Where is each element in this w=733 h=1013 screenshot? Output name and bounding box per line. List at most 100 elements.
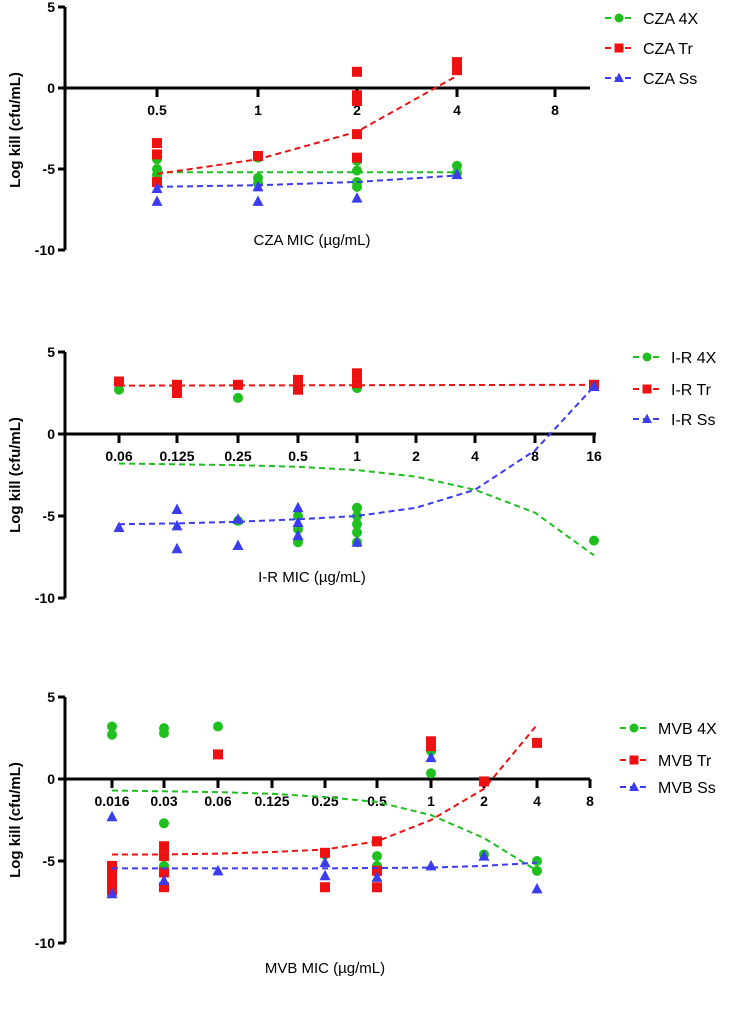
data-point xyxy=(352,368,362,379)
data-point xyxy=(158,874,170,886)
data-point xyxy=(532,856,542,866)
data-point xyxy=(172,388,182,398)
legend-marker xyxy=(642,384,652,394)
legend-marker xyxy=(642,352,652,362)
series-square xyxy=(107,724,542,896)
legend-label: I-R 4X xyxy=(671,350,717,367)
data-point xyxy=(252,195,264,206)
data-point xyxy=(352,502,362,513)
x-tick-label: 8 xyxy=(551,102,559,118)
x-tick-label: 4 xyxy=(471,448,479,464)
x-tick-label: 2 xyxy=(412,448,420,464)
legend-item: CZA Tr xyxy=(605,41,693,58)
data-point xyxy=(159,818,169,829)
legend-item: I-R 4X xyxy=(633,350,717,367)
data-point xyxy=(352,527,362,538)
data-point xyxy=(531,882,543,894)
data-point xyxy=(232,539,244,551)
data-point xyxy=(478,850,490,861)
data-point xyxy=(152,138,162,149)
data-point xyxy=(352,95,362,106)
x-tick-label: 0.06 xyxy=(204,793,231,809)
data-point xyxy=(319,856,331,868)
data-point xyxy=(107,878,117,889)
data-point xyxy=(352,66,362,77)
legend-label: CZA 4X xyxy=(643,11,698,28)
data-point xyxy=(320,847,330,858)
x-tick-label: 1 xyxy=(254,102,262,118)
data-point xyxy=(588,380,600,391)
data-point xyxy=(172,379,182,390)
data-point xyxy=(451,168,463,180)
data-point xyxy=(151,182,163,193)
data-point xyxy=(352,511,362,521)
data-point xyxy=(352,165,362,176)
data-point xyxy=(452,160,462,171)
x-axis-label: CZA MIC (µg/mL) xyxy=(254,232,371,249)
data-point xyxy=(107,729,117,740)
legend-marker xyxy=(614,72,624,83)
data-point xyxy=(372,836,382,847)
data-point xyxy=(532,737,542,748)
x-tick-label: 0.03 xyxy=(150,793,177,809)
legend-label: CZA Ss xyxy=(643,71,697,88)
data-point xyxy=(352,519,362,530)
data-point xyxy=(319,869,331,881)
data-point xyxy=(114,376,124,387)
fit-line xyxy=(112,724,538,856)
data-point xyxy=(352,378,362,389)
legend-marker xyxy=(614,13,624,23)
data-point xyxy=(372,882,382,893)
legend-marker xyxy=(629,781,639,792)
data-point xyxy=(159,882,169,893)
data-point xyxy=(107,869,117,880)
x-tick-label: 8 xyxy=(586,793,594,809)
data-point xyxy=(159,841,169,852)
data-point xyxy=(589,535,599,546)
data-point xyxy=(352,90,362,101)
legend-marker xyxy=(629,723,639,733)
data-point xyxy=(151,195,163,206)
fit-line xyxy=(118,383,595,387)
data-point xyxy=(171,542,183,554)
data-point xyxy=(213,749,223,760)
x-tick-label: 0.5 xyxy=(288,448,308,464)
y-tick-label: 0 xyxy=(47,80,55,96)
x-tick-label: 0.25 xyxy=(311,793,338,809)
data-point xyxy=(233,379,243,390)
y-tick-label: -10 xyxy=(35,590,55,606)
y-axis-label: Log kill (cfu/mL) xyxy=(7,417,24,533)
legend-item: I-R Tr xyxy=(633,382,712,399)
data-point xyxy=(113,521,125,532)
data-point xyxy=(352,129,362,140)
y-tick-label: 5 xyxy=(47,344,55,360)
legend-item: CZA Ss xyxy=(605,71,697,88)
data-point xyxy=(371,871,383,882)
data-point xyxy=(232,513,244,524)
series-triangle xyxy=(106,751,543,899)
data-point xyxy=(452,57,462,68)
x-axis-label: I-R MIC (µg/mL) xyxy=(258,569,366,586)
x-tick-label: 0.5 xyxy=(147,102,167,118)
legend-item: MVB Tr xyxy=(620,753,712,770)
chart-panel-1: 5 0 -5 -10 0.5 1 2 4 8 CZA MIC (µg/mL) Log kill (c… xyxy=(7,0,698,258)
data-point xyxy=(233,392,243,403)
data-point xyxy=(425,751,437,763)
y-tick-label: 0 xyxy=(47,426,55,442)
x-tick-label: 2 xyxy=(353,102,361,118)
x-tick-label: 0.125 xyxy=(254,793,289,809)
data-point xyxy=(352,181,362,192)
data-point xyxy=(171,503,183,514)
data-point xyxy=(152,149,162,160)
data-point xyxy=(532,865,542,876)
x-tick-label: 0.25 xyxy=(224,448,251,464)
y-tick-label: 5 xyxy=(47,0,55,15)
series-circle xyxy=(114,376,599,557)
y-axis-label: Log kill (cfu/mL) xyxy=(7,762,24,878)
x-tick-label: 1 xyxy=(427,793,435,809)
data-point xyxy=(107,721,117,732)
data-point xyxy=(106,887,118,899)
legend-item: MVB 4X xyxy=(620,721,717,738)
legend-label: CZA Tr xyxy=(643,41,693,58)
